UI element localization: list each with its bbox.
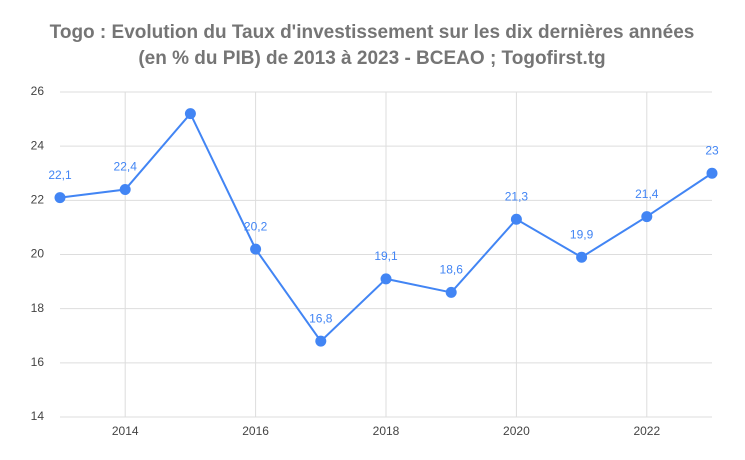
data-point bbox=[54, 192, 66, 204]
data-point bbox=[184, 108, 196, 120]
data-label: 21,3 bbox=[505, 189, 529, 203]
data-point bbox=[510, 213, 522, 225]
data-label: 19,9 bbox=[570, 227, 594, 241]
data-point bbox=[315, 335, 327, 347]
data-point bbox=[576, 251, 588, 263]
data-label: 21,4 bbox=[635, 187, 659, 201]
data-point bbox=[445, 286, 457, 298]
data-point bbox=[380, 273, 392, 285]
y-tick-label: 16 bbox=[31, 355, 45, 369]
data-label: 22,1 bbox=[48, 168, 72, 182]
data-point bbox=[119, 184, 131, 195]
data-point bbox=[706, 167, 718, 179]
data-label: 16,8 bbox=[309, 311, 333, 325]
y-tick-label: 26 bbox=[31, 84, 45, 98]
data-label: 20,2 bbox=[244, 219, 268, 233]
y-tick-label: 14 bbox=[31, 409, 45, 423]
data-point bbox=[641, 211, 653, 223]
chart-title: (en % du PIB) de 2013 à 2023 - BCEAO ; T… bbox=[138, 48, 605, 69]
x-tick-label: 2014 bbox=[112, 424, 139, 438]
data-label: 19,1 bbox=[374, 249, 398, 263]
x-tick-label: 2022 bbox=[633, 424, 660, 438]
x-tick-label: 2018 bbox=[373, 424, 400, 438]
data-label: 23 bbox=[705, 143, 719, 157]
y-tick-label: 24 bbox=[31, 138, 45, 152]
chart-title: Togo : Evolution du Taux d'investissemen… bbox=[50, 22, 695, 43]
data-point bbox=[250, 243, 262, 255]
y-tick-label: 18 bbox=[31, 301, 45, 315]
x-tick-label: 2020 bbox=[503, 424, 530, 438]
y-tick-label: 20 bbox=[31, 247, 45, 261]
x-tick-label: 2016 bbox=[242, 424, 269, 438]
y-tick-label: 22 bbox=[31, 193, 45, 207]
data-label: 18,6 bbox=[440, 263, 464, 277]
data-label: 22,4 bbox=[114, 160, 138, 174]
